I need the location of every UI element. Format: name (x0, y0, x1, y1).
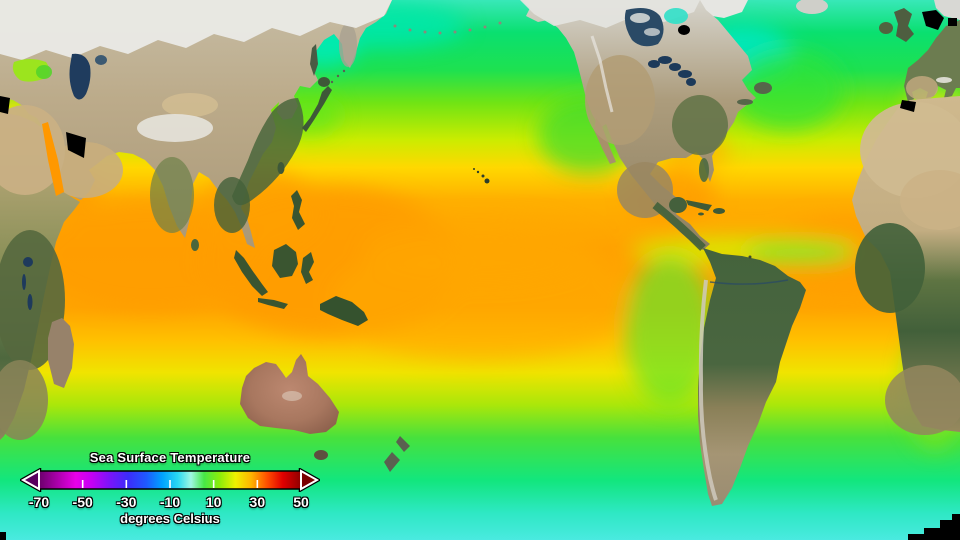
legend-colorbar (20, 468, 320, 492)
yucatan-overlay (669, 197, 687, 213)
iberia-overlay (906, 76, 938, 100)
no-data-aegean (0, 96, 10, 114)
central-america-forest (652, 201, 706, 251)
island-sri-lanka (191, 239, 199, 251)
legend-tick-labels: -70 -50 -30 -10 10 30 50 (20, 494, 320, 511)
island-sakhalin (310, 44, 318, 76)
island-japan (302, 86, 332, 132)
island-cuba (686, 200, 712, 211)
no-data-antarctica-edge (908, 514, 960, 540)
no-data-patches (0, 10, 960, 540)
island-hispaniola (713, 208, 725, 214)
sea-red-sea (42, 122, 64, 196)
island-java (258, 298, 288, 309)
legend-tick-label: 10 (205, 494, 222, 510)
legend: Sea Surface Temperature -70 -50 -30 -10 10 30… (20, 450, 320, 526)
island-tasmania (314, 450, 328, 460)
equatorial-cold-tongue-green (745, 243, 855, 263)
colorbar-left-arrow-icon (20, 469, 40, 491)
island-newfoundland (754, 82, 772, 94)
us-west-desert-overlay (585, 55, 655, 145)
legend-tick-label: -50 (72, 494, 93, 510)
island-jamaica (698, 212, 704, 216)
china-forest-overlay (232, 98, 304, 206)
canada-snow (520, 0, 700, 28)
no-data-north-sea (922, 10, 944, 30)
islands-galapagos (748, 255, 752, 259)
arabia-desert-overlay (47, 142, 123, 198)
lake-aral (95, 55, 107, 65)
island-hokkaido (318, 77, 330, 87)
scandinavia-snow (934, 0, 960, 20)
southern-africa-overlay (0, 360, 48, 440)
landmasses (0, 0, 960, 506)
congo-forest-overlay (855, 223, 925, 313)
sahara-west-overlay2 (900, 170, 960, 230)
legend-title: Sea Surface Temperature (89, 450, 251, 465)
island-new-zealand-north (396, 436, 410, 452)
equatorial-warm-band (360, 215, 600, 285)
sea-black-sea-east (36, 65, 52, 79)
amazon-river (709, 279, 789, 285)
rocky-mountains-snow (590, 35, 614, 113)
legend-tick-label: -30 (116, 494, 137, 510)
no-data-baltic (948, 18, 957, 26)
east-africa-green-overlay (0, 230, 65, 370)
no-data-hudson (678, 25, 690, 35)
legend-tick-label: 50 (293, 494, 309, 510)
andes-mountains (698, 279, 718, 501)
north-atlantic-cool (733, 50, 843, 130)
island-new-guinea (320, 296, 368, 326)
islands-hawaii (473, 168, 490, 184)
us-east-forest-overlay (672, 95, 728, 155)
colorbar-right-arrow-icon (300, 469, 320, 491)
no-data-corner (0, 532, 6, 540)
taklamakan-desert (162, 93, 218, 117)
legend-tick-label: -10 (159, 494, 181, 510)
southeast-asia-overlay (214, 177, 250, 233)
islands (191, 21, 752, 326)
india-overlay (150, 157, 194, 233)
island-sulawesi (301, 252, 314, 284)
lake-caspian (69, 53, 91, 100)
legend-tick-label: -70 (28, 494, 50, 510)
hudson-bay-ice (630, 13, 650, 23)
island-madagascar (48, 318, 74, 388)
kuril-island (342, 69, 346, 73)
nova-scotia (737, 99, 753, 105)
island-new-zealand-south (384, 452, 400, 472)
african-rift-lakes (22, 257, 33, 310)
islands-aleutian (393, 21, 502, 35)
no-data-persian-gulf (66, 132, 86, 158)
hudson-bay-ice2 (644, 28, 660, 36)
florida-overlay (699, 158, 709, 182)
peru-current-cool (625, 255, 715, 405)
great-lakes (648, 56, 696, 86)
island-borneo (272, 244, 298, 278)
kuril-island (336, 74, 340, 78)
tibet-snow (137, 114, 213, 142)
inland-waters (12, 8, 696, 310)
siberia-snow (0, 0, 392, 60)
legend-tick-label: 30 (249, 494, 266, 510)
australia-salt-flat (282, 391, 302, 401)
legend-unit-label: degrees Celsius (120, 511, 220, 526)
kalahari-overlay (885, 365, 960, 435)
no-data-alboran (900, 100, 916, 112)
kuril-island (330, 80, 334, 84)
hudson-bay-sst (664, 8, 688, 24)
colorbar-tick-marks (81, 480, 259, 488)
island-taiwan (277, 162, 285, 174)
island-great-britain (894, 8, 914, 42)
island-sumatra (234, 250, 268, 296)
alps-snow (936, 77, 952, 83)
kamchatka-tundra (339, 23, 357, 67)
island-ireland (879, 22, 893, 34)
landmass-south-america (698, 248, 806, 506)
islands-philippines (291, 190, 305, 230)
island-iceland (796, 0, 828, 14)
